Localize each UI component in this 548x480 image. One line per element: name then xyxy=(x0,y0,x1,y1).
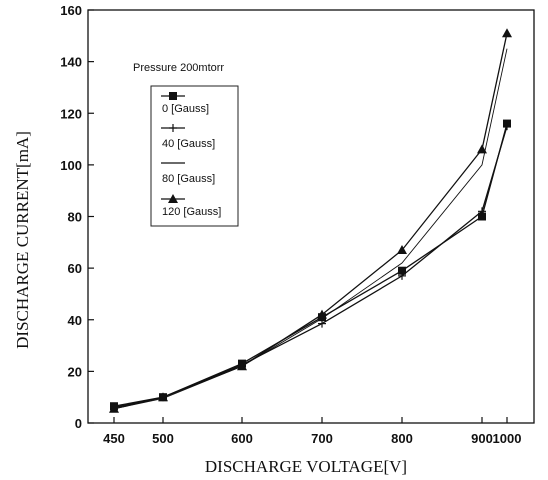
series-line-0 xyxy=(113,123,508,407)
series-3-point-1 xyxy=(158,392,168,402)
series-3-point-2 xyxy=(237,361,247,371)
y-tick-label: 120 xyxy=(60,106,82,121)
series-3-point-5 xyxy=(477,144,487,154)
legend-marker-0 xyxy=(169,92,177,100)
x-tick-label: 500 xyxy=(152,431,174,446)
series-3-point-0 xyxy=(109,403,119,413)
legend-box xyxy=(150,85,239,227)
y-tick-label: 140 xyxy=(60,55,82,70)
series-0-point-4 xyxy=(398,266,406,275)
x-tick-label: 900 xyxy=(471,431,493,446)
legend-label-1: 40 [Gauss] xyxy=(162,138,215,150)
legend: 0 [Gauss] 40 [Gauss] 80 [Gauss] 120 [Gauss] xyxy=(150,85,239,227)
x-axis-title: DISCHARGE VOLTAGE[V] xyxy=(205,457,407,476)
y-axis-title: DISCHARGE CURRENT[mA] xyxy=(13,131,32,349)
series-3-point-3 xyxy=(317,309,327,319)
series-0-point-5 xyxy=(478,212,486,221)
legend-marker-3 xyxy=(168,194,178,203)
legend-marker-1 xyxy=(169,124,177,132)
series-1-point-5 xyxy=(478,207,486,216)
y-tick-label: 0 xyxy=(75,416,82,431)
series-1-point-4 xyxy=(398,271,406,280)
x-tick-label: 450 xyxy=(103,431,125,446)
x-tick-label: 600 xyxy=(231,431,253,446)
series-markers xyxy=(109,28,512,413)
series-3-point-4 xyxy=(397,245,407,255)
series-line-3 xyxy=(113,33,508,410)
legend-label-3: 120 [Gauss] xyxy=(162,206,221,218)
series-lines xyxy=(113,33,508,410)
x-tick-label: 700 xyxy=(311,431,333,446)
legend-label-0: 0 [Gauss] xyxy=(162,103,209,115)
x-tick-label: 800 xyxy=(391,431,413,446)
y-tick-label: 160 xyxy=(60,3,82,18)
y-tick-label: 100 xyxy=(60,158,82,173)
x-tick-label: 1000 xyxy=(493,431,522,446)
series-1-point-3 xyxy=(318,319,326,328)
y-tick-label: 20 xyxy=(68,364,82,379)
series-3-point-6 xyxy=(502,28,512,38)
series-1-point-6 xyxy=(503,122,511,131)
y-tick-label: 40 xyxy=(68,313,82,328)
annotation-pressure: Pressure 200mtorr xyxy=(133,62,224,74)
series-line-1 xyxy=(113,126,508,409)
y-tick-label: 60 xyxy=(68,261,82,276)
y-tick-label: 80 xyxy=(68,210,82,225)
legend-label-2: 80 [Gauss] xyxy=(162,173,215,185)
